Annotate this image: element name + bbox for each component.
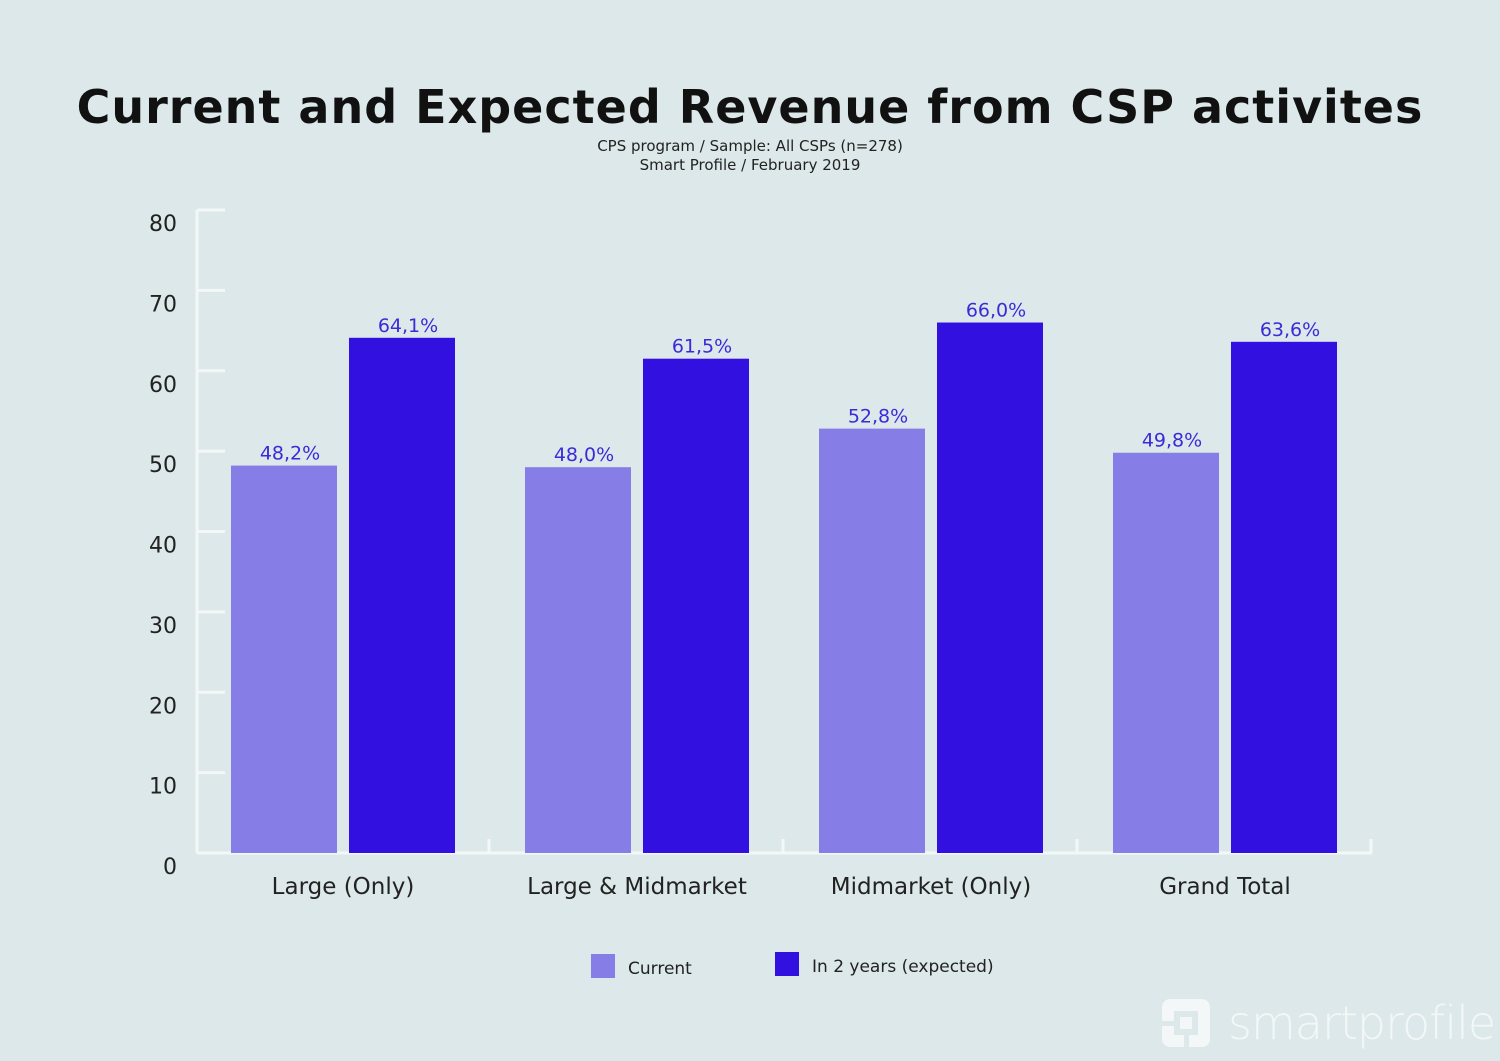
y-tick-label: 70: [149, 292, 177, 317]
x-tick-label: Midmarket (Only): [831, 874, 1031, 900]
data-label: 64,1%: [378, 315, 438, 337]
legend-swatch: [591, 954, 615, 978]
legend-label: Current: [628, 959, 692, 979]
y-tick-label: 60: [149, 373, 177, 398]
bar-expected: [937, 322, 1043, 853]
x-tick-label: Large & Midmarket: [527, 874, 747, 900]
logo-icon: [1160, 999, 1210, 1049]
chart-subtitle-1: CPS program / Sample: All CSPs (n=278): [597, 137, 903, 155]
y-tick-label: 10: [149, 775, 177, 800]
data-label: 49,8%: [1142, 430, 1202, 452]
y-tick-label: 80: [149, 212, 177, 237]
chart-title: Current and Expected Revenue from CSP ac…: [76, 80, 1424, 134]
bar-current: [525, 467, 631, 853]
data-label: 63,6%: [1260, 319, 1320, 341]
x-tick-label: Grand Total: [1159, 874, 1291, 900]
y-tick-label: 50: [149, 453, 177, 478]
y-tick-label: 40: [149, 534, 177, 559]
bar-expected: [1231, 341, 1337, 853]
logo-text: smartprofile: [1228, 996, 1496, 1050]
bar-expected: [643, 358, 749, 853]
bar-expected: [349, 337, 455, 853]
y-tick-label: 0: [163, 855, 177, 880]
y-tick-label: 30: [149, 614, 177, 639]
bar-current: [231, 465, 337, 853]
data-label: 48,2%: [260, 443, 320, 465]
legend-label: In 2 years (expected): [812, 957, 994, 977]
x-tick-label: Large (Only): [272, 874, 415, 900]
legend-swatch: [775, 952, 799, 976]
chart-subtitle-2: Smart Profile / February 2019: [639, 156, 861, 174]
y-tick-label: 20: [149, 694, 177, 719]
bar-current: [819, 428, 925, 853]
data-label: 61,5%: [672, 336, 732, 358]
data-label: 66,0%: [966, 300, 1026, 322]
bar-current: [1113, 452, 1219, 853]
data-label: 48,0%: [554, 444, 614, 466]
data-label: 52,8%: [848, 406, 908, 428]
smartprofile-logo: smartprofile: [1160, 996, 1496, 1050]
